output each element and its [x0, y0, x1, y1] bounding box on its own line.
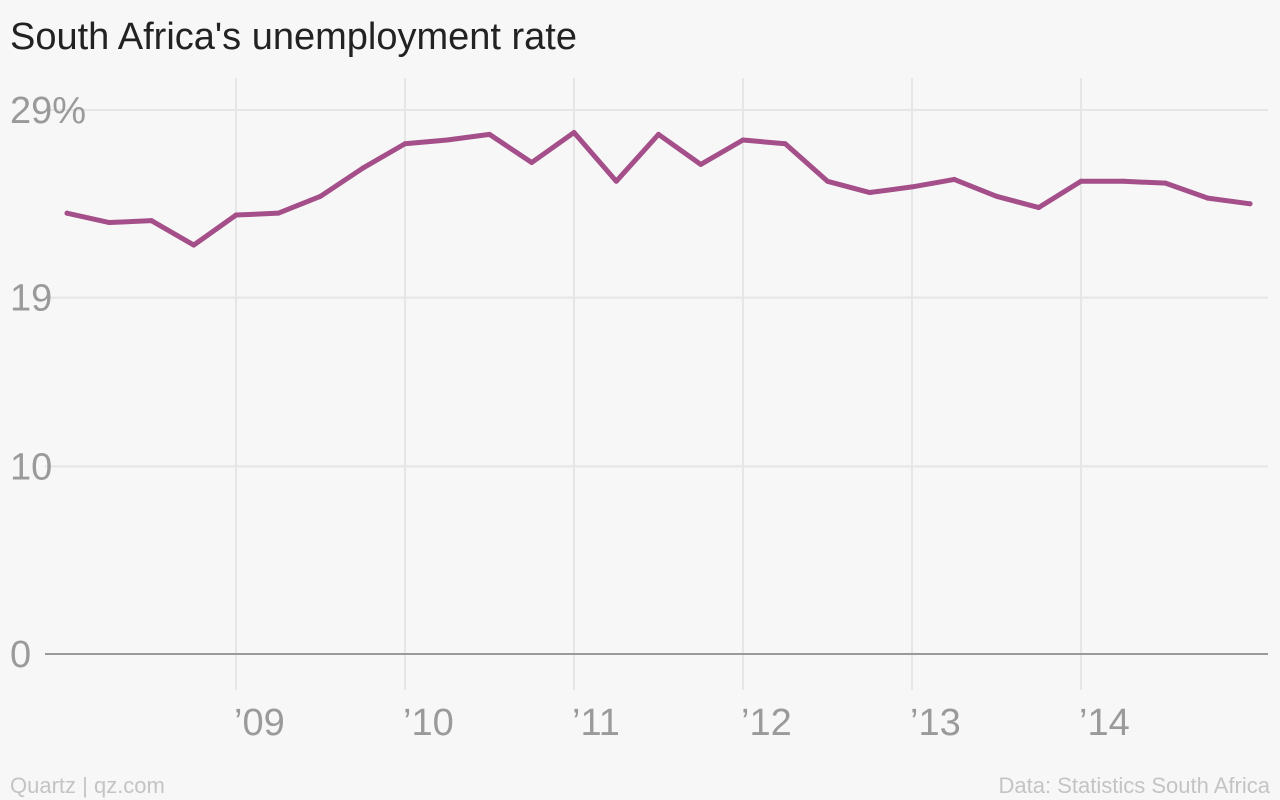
data-point-19 — [867, 190, 873, 196]
data-point-14 — [656, 131, 661, 137]
y-tick-label-1: 19 — [10, 278, 52, 320]
data-point-17 — [782, 141, 788, 147]
data-point-16 — [740, 137, 746, 143]
data-point-18 — [825, 178, 830, 184]
footer-source: Data: Statistics South Africa — [998, 773, 1270, 798]
data-point-10 — [487, 131, 492, 137]
data-point-23 — [1036, 205, 1042, 211]
data-point-26 — [1163, 180, 1168, 186]
footer-brand: Quartz | qz.com — [10, 773, 165, 798]
series-line-0 — [64, 130, 1253, 248]
data-point-15 — [698, 161, 704, 167]
series-lines — [64, 130, 1253, 248]
data-point-1 — [106, 220, 112, 226]
x-tick-label-2: ’11 — [572, 702, 620, 744]
x-tick-label-0: ’09 — [234, 702, 285, 744]
data-point-27 — [1205, 195, 1211, 201]
x-tick-label-1: ’10 — [403, 702, 454, 744]
data-point-6 — [318, 193, 323, 199]
data-point-8 — [402, 141, 408, 147]
vertical-gridlines — [235, 78, 1082, 690]
data-point-13 — [613, 178, 619, 184]
data-point-24 — [1078, 178, 1084, 184]
data-point-7 — [360, 165, 366, 171]
y-tick-label-2: 10 — [10, 446, 52, 488]
data-point-5 — [275, 210, 281, 216]
data-point-28 — [1247, 201, 1253, 207]
x-tick-label-5: ’14 — [1079, 702, 1130, 744]
horizontal-gridlines — [45, 109, 1268, 655]
y-axis-labels: 29% 19 10 0 — [10, 90, 86, 676]
data-point-9 — [444, 137, 450, 143]
chart-title: South Africa's unemployment rate — [10, 16, 577, 58]
y-tick-label-3: 0 — [10, 634, 31, 676]
data-point-12 — [571, 130, 577, 136]
x-axis-labels: ’09 ’10 ’11 ’12 ’13 ’14 — [234, 702, 1130, 744]
data-point-0 — [64, 210, 70, 216]
data-point-2 — [149, 218, 154, 224]
data-point-20 — [909, 184, 915, 190]
data-point-25 — [1120, 178, 1126, 184]
data-point-3 — [191, 242, 197, 248]
data-point-21 — [951, 176, 957, 182]
data-point-11 — [529, 160, 535, 166]
y-tick-label-0: 29% — [10, 90, 86, 132]
x-tick-label-3: ’12 — [741, 702, 792, 744]
data-point-22 — [994, 193, 999, 199]
x-tick-label-4: ’13 — [910, 702, 961, 744]
data-point-4 — [233, 212, 239, 218]
